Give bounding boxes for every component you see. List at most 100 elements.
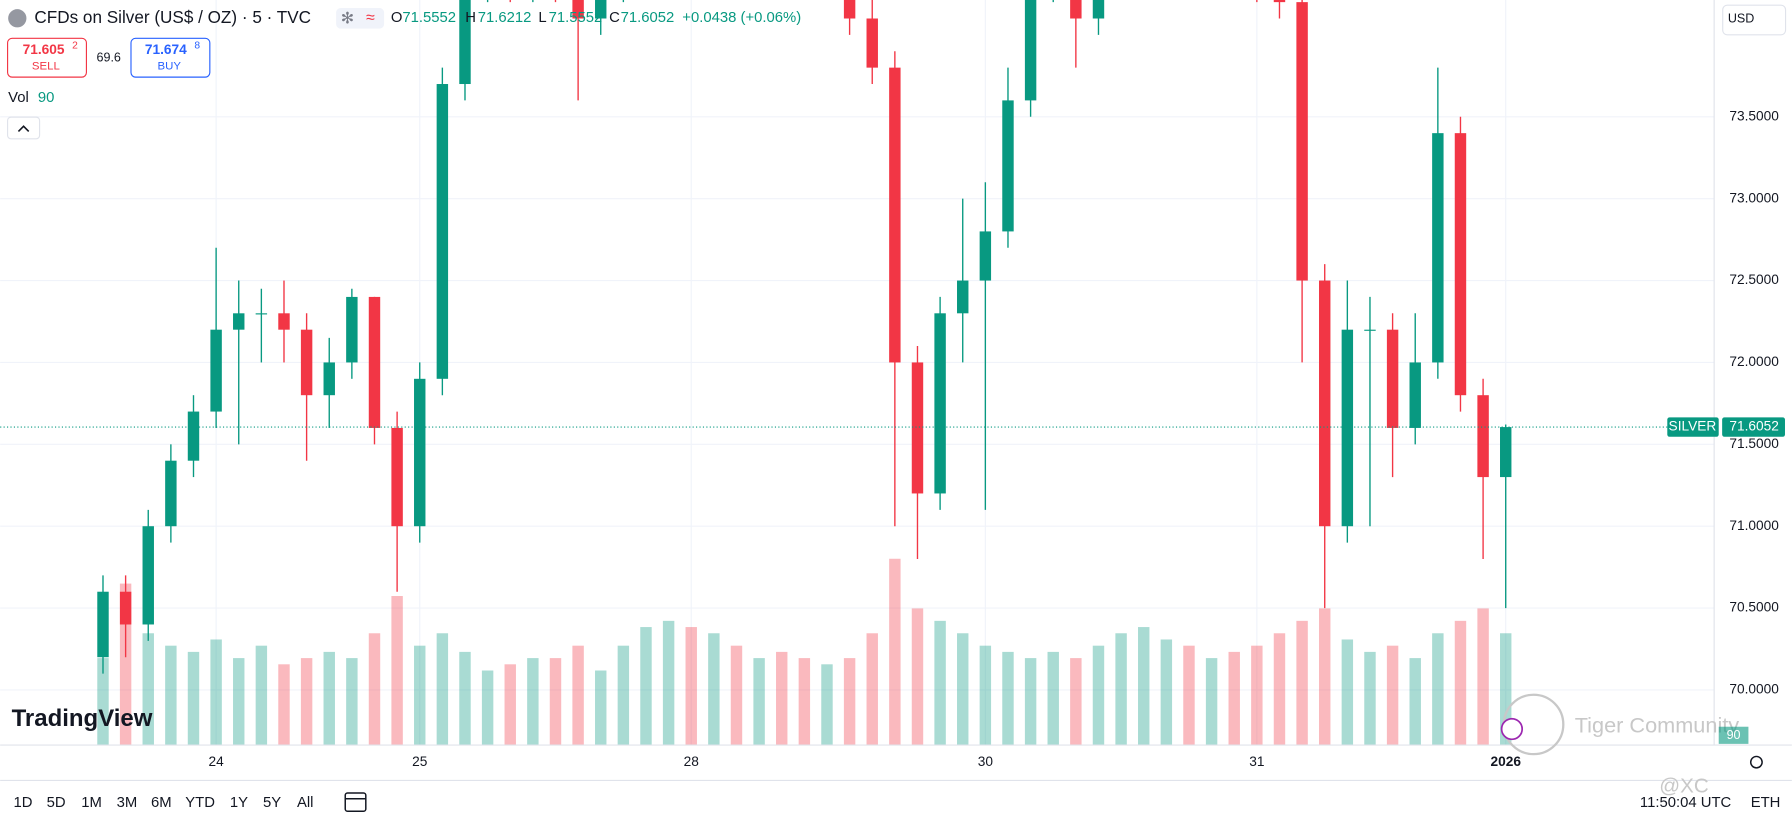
candle-body [1296,2,1308,281]
volume-bar [776,651,788,746]
candle-body [233,313,245,330]
volume-bar [1228,651,1240,746]
volume-bar [708,633,720,746]
volume-bar [346,658,358,746]
buy-button[interactable] [130,37,211,78]
symbol-tag [1667,417,1719,437]
candle-body [934,313,946,494]
sell-label[interactable]: SELL [32,60,60,72]
volume-bar [459,651,471,746]
spread: 69.6 [96,51,120,65]
buy-price-sup[interactable]: 8 [194,40,200,51]
volume-bar [255,645,268,746]
volume-bar [1341,639,1354,746]
volume-bar [1409,658,1421,746]
volume-bar [753,658,765,746]
x-tick-label: 25 [412,754,428,769]
collapse-button[interactable] [7,116,41,140]
volume-bar [278,664,290,746]
session[interactable]: ETH [1751,795,1781,811]
x-tick-label: 2026 [1490,754,1521,769]
settings-icon[interactable] [1749,755,1763,769]
symbol-tag-label: SILVER [1669,419,1717,434]
candle-body [1454,133,1467,396]
volume-bar [1115,633,1127,746]
volume-bar [1477,608,1489,746]
price-tag-label: 71.6052 [1729,419,1779,434]
currency[interactable]: USD [1728,12,1755,26]
tradingview-logo: TradingView [12,705,153,732]
volume-bar [979,645,992,746]
x-tick-label: 30 [978,754,994,769]
candle-body [1432,133,1444,363]
volume-bar [1296,620,1308,746]
volume-bar [1251,645,1263,746]
volume-bar [1364,651,1376,746]
ohlc-value: 71.6052 [621,10,675,26]
symbol-icon [8,9,27,28]
candle-body [1319,280,1331,527]
volume-bar [617,645,630,746]
candle-body [843,0,856,19]
x-tick-label: 31 [1249,754,1264,769]
sell-price-sup[interactable]: 2 [72,40,78,51]
volume-bar [889,558,901,746]
range-button[interactable]: 5D [47,795,66,811]
volume-bar [414,645,426,746]
calendar-icon[interactable] [344,792,367,813]
clock: 11:50:04 UTC [1640,795,1732,811]
volume-pane [97,558,1512,746]
volume-bar [572,645,584,746]
volume-bar [685,627,697,746]
volume-bar [1454,620,1467,746]
volume-bar [549,658,562,746]
candle-body [1024,0,1037,101]
volume-bar [798,658,811,746]
range-button[interactable]: All [297,795,314,811]
range-button[interactable]: 1D [14,795,33,811]
range-button[interactable]: YTD [185,795,215,811]
status-icon: ✻ [341,11,354,28]
handle: @XC [1659,775,1709,798]
volume-bar [1273,633,1286,746]
volume-bar [1092,645,1105,746]
sell-button[interactable] [7,37,87,78]
volume-bar [662,620,675,746]
candle-body [595,0,607,19]
ohlc-value: 71.5552 [549,10,603,26]
currency-button[interactable] [1722,4,1787,36]
volume-bar [1183,645,1195,746]
range-button[interactable]: 6M [151,795,172,811]
y-tick-label: 70.5000 [1729,600,1779,615]
y-tick-label: 70.0000 [1729,682,1779,697]
candle-body [957,280,969,314]
volume-bar [595,670,607,746]
vol-label: Vol [8,90,29,106]
tiger-community: Tiger Community [1575,712,1740,737]
volume-bar [210,639,222,746]
candle-body [1409,362,1421,428]
range-button[interactable]: 1M [81,795,102,811]
candle-body [97,591,109,658]
ohlc-value: 71.6212 [478,10,532,26]
y-tick-label: 72.0000 [1729,354,1779,369]
notification-icon[interactable] [1500,717,1524,741]
volume-bar [300,658,313,746]
range-button[interactable]: 1Y [230,795,248,811]
volume-bar [97,658,109,746]
range-button[interactable]: 5Y [263,795,281,811]
buy-price[interactable]: 71.674 [145,42,187,57]
volume-bar [481,670,494,746]
volume-bar [1386,645,1399,746]
y-tick-label: 72.5000 [1729,272,1779,287]
buy-label[interactable]: BUY [158,60,182,72]
grid [0,0,1715,746]
collapse-icon[interactable] [17,125,30,132]
range-button[interactable]: 3M [117,795,138,811]
candle-body [1364,329,1376,331]
ohlc-label: C [609,10,620,26]
sell-price[interactable]: 71.605 [23,42,65,57]
volume-bar [142,633,154,746]
